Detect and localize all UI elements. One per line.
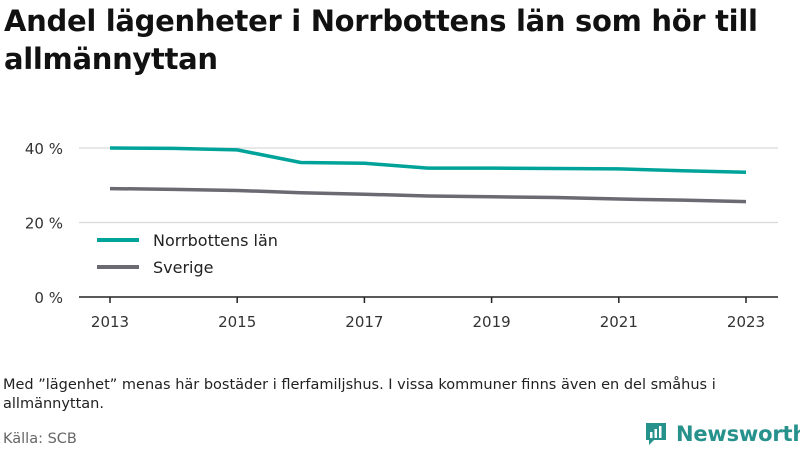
y-tick-label: 0 % xyxy=(34,289,63,307)
series-lines xyxy=(109,146,747,204)
x-tick-label: 2015 xyxy=(218,313,256,331)
footnote: Med ”lägenhet” menas här bostäder i fler… xyxy=(3,377,716,412)
series-line xyxy=(109,186,747,204)
brand-name: Newsworthy xyxy=(676,422,800,446)
newsworthy-logo-icon xyxy=(644,421,668,447)
legend-label: Norrbottens län xyxy=(153,231,278,250)
series-line xyxy=(109,146,747,174)
y-tick-label: 40 % xyxy=(25,140,63,158)
x-tick-label: 2021 xyxy=(600,313,638,331)
brand-logo: Newsworthy xyxy=(644,420,800,448)
y-tick-label: 20 % xyxy=(25,215,63,233)
grid-lines xyxy=(79,147,778,224)
x-tick-label: 2013 xyxy=(91,313,129,331)
x-tick-label: 2023 xyxy=(727,313,765,331)
legend-label: Sverige xyxy=(153,258,214,277)
chart-title: Andel lägenheter i Norrbottens län som h… xyxy=(4,4,758,76)
x-tick-label: 2019 xyxy=(473,313,511,331)
x-axis: 2013 2015 2017 2019 2021 2023 xyxy=(79,296,778,331)
x-tick-label: 2017 xyxy=(345,313,383,331)
y-axis-labels: 0 % 20 % 40 % xyxy=(25,140,63,307)
legend: Norrbottens län Sverige xyxy=(97,231,278,277)
source-label: Källa: SCB xyxy=(3,431,77,447)
